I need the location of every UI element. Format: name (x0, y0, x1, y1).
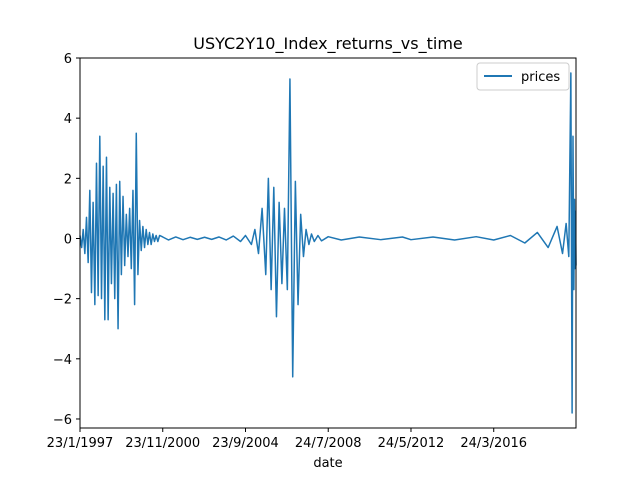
y-tick-label: −2 (53, 293, 72, 308)
x-tick-label: 23/11/2000 (125, 436, 200, 451)
y-tick-label: 4 (64, 112, 72, 127)
y-tick-label: −4 (53, 353, 72, 368)
legend-entry-prices: prices (521, 70, 560, 85)
legend: prices (476, 62, 570, 91)
y-tick-label: −6 (53, 413, 72, 428)
x-axis: 23/1/1997 23/11/2000 23/9/2004 24/7/2008 24/… (47, 428, 527, 451)
y-axis: −6 −4 −2 0 2 4 6 (53, 52, 80, 428)
y-tick-label: 0 (64, 232, 72, 247)
x-tick-label: 24/3/2016 (460, 436, 527, 451)
x-axis-label: date (313, 456, 342, 471)
series-line-prices (79, 72, 577, 414)
x-tick-label: 24/7/2008 (295, 436, 362, 451)
plot-area (79, 72, 577, 414)
y-tick-label: 6 (64, 52, 72, 67)
x-tick-label: 23/1/1997 (47, 436, 114, 451)
x-tick-label: 23/9/2004 (212, 436, 279, 451)
y-tick-label: 2 (64, 172, 72, 187)
x-tick-label: 24/5/2012 (378, 436, 445, 451)
chart-title: USYC2Y10_Index_returns_vs_time (193, 34, 463, 54)
legend-box (476, 62, 570, 91)
